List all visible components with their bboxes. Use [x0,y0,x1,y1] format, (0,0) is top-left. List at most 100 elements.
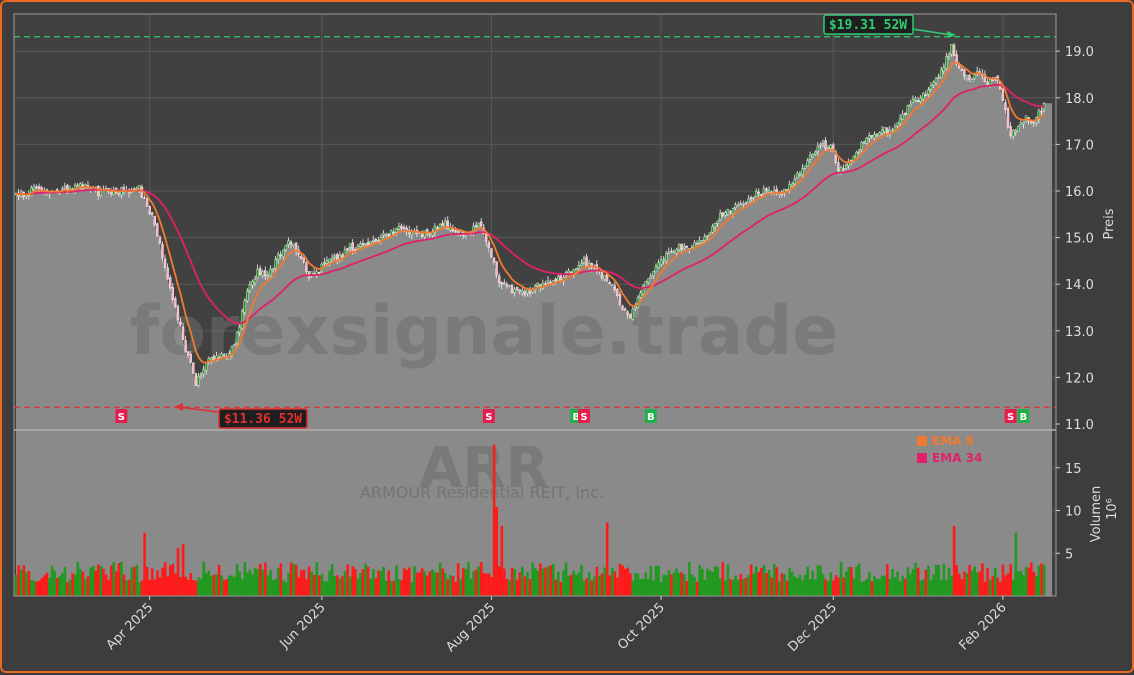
volume-bar [361,569,365,596]
volume-bar [490,577,493,596]
candle-body [348,243,352,248]
volume-bar [983,581,987,596]
volume-bar [171,563,175,596]
candle-body [698,240,701,244]
sell-signal: S [577,409,590,423]
candle [269,265,272,280]
volume-bar [84,578,87,596]
volume-bar [865,579,869,596]
volume-bar [50,565,54,596]
volume-bar [904,578,907,596]
candle-body [210,357,213,360]
volume-bar [192,579,195,596]
candle [724,210,727,218]
candle [680,243,683,254]
volume-bar [826,581,830,596]
candle [163,254,167,272]
candle-body [826,147,830,149]
candle [767,186,771,194]
candle-body [497,275,501,284]
volume-bar [45,572,49,596]
volume-bar [585,578,588,596]
candle-body [248,284,252,291]
candle [181,322,185,341]
candle [233,343,236,346]
candle-body [346,248,349,250]
volume-bar [546,566,550,596]
signal-marker [644,409,657,423]
candle [1011,129,1015,140]
candle-body [536,282,539,287]
candle [580,259,583,266]
volume-bar [991,576,994,596]
candle-body [148,205,151,215]
volume-bar [870,581,874,596]
volume-bar [837,577,840,596]
candle-body [611,284,614,286]
candle-body [703,236,706,241]
volume-bar [66,582,69,596]
candle-body [235,332,239,344]
candle [184,335,187,353]
legend: EMA 8 EMA 34 [917,434,982,465]
candle-body [240,310,244,329]
volume-bar [893,577,897,596]
candle [1019,119,1023,126]
volume-bar [377,570,380,596]
candle [179,317,182,327]
volume-bar [988,579,992,596]
volume-bar [212,574,216,596]
candle [384,232,388,238]
volume-bar [37,580,41,596]
candle-body [647,278,650,283]
candle [256,264,259,279]
candle-body [145,198,149,207]
candle [194,372,198,387]
candle-body [742,203,745,206]
volume-bar [135,564,139,596]
candle-body [204,362,208,371]
candle [505,281,509,289]
volume-bar [927,565,930,596]
volume-bar [811,570,815,596]
volume-bar [1017,571,1020,596]
candle [613,281,617,294]
price-tick-label: 18.0 [1065,92,1094,107]
volume-bar [443,572,447,596]
candle [765,187,768,194]
volume-bar [217,564,221,596]
candle-body [402,227,406,229]
candle-body [366,241,370,246]
candle [893,123,897,132]
signal-label: S [1007,412,1014,423]
candle-body [438,224,442,229]
volume-bar [204,573,208,596]
volume-bar [760,567,763,596]
candle [911,95,915,104]
volume-bar [269,570,272,596]
volume-bar [1014,532,1018,596]
candle [258,265,262,276]
candle [695,240,699,245]
candle-body [665,253,668,262]
candle-body [256,268,259,278]
volume-bar [973,566,977,596]
candle-body [837,162,840,171]
volume-bar [718,578,722,596]
candle-body [1017,125,1020,132]
volume-bar [855,566,858,596]
volume-bar [557,571,560,596]
volume-bar [518,572,522,596]
candle-body [816,146,820,152]
candle [801,163,804,179]
candle [662,256,665,265]
candle-body [490,248,493,258]
volume-bar [924,569,928,596]
candle-body [1022,122,1025,125]
volume-bar [248,569,252,596]
signal-label: B [647,412,655,423]
candle-body [706,235,709,237]
volume-bar [731,579,735,596]
candle [623,307,627,311]
volume-bar [700,568,704,596]
